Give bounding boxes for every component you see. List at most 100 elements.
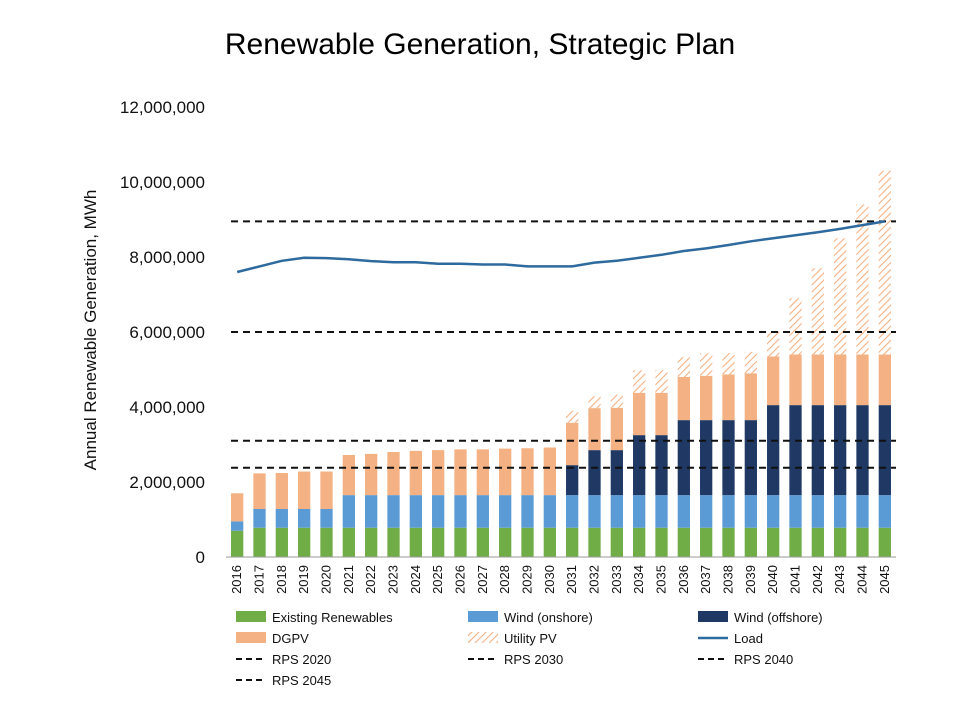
bar-utility-pv-2042 (811, 268, 824, 355)
x-tick-label: 2027 (475, 565, 490, 594)
x-tick-label: 2017 (252, 565, 267, 594)
bar-utility-pv-2039 (744, 351, 757, 374)
bar-wind-onshore-2019 (298, 509, 311, 528)
bar-wind-offshore-2033 (610, 450, 623, 496)
bar-wind-onshore-2030 (543, 495, 556, 528)
x-tick-label: 2026 (453, 565, 468, 594)
bar-dgpv-2037 (700, 375, 713, 421)
bar-wind-offshore-2035 (655, 435, 668, 496)
y-tick-label: 8,000,000 (129, 248, 205, 267)
bar-dgpv-2036 (677, 377, 690, 421)
bar-wind-onshore-2045 (878, 495, 891, 528)
bar-wind-offshore-2044 (856, 405, 869, 496)
load-line-group (236, 220, 886, 274)
bars (231, 170, 891, 557)
legend-label-wind-offshore: Wind (offshore) (734, 610, 823, 625)
bar-wind-onshore-2032 (588, 495, 601, 528)
x-tick-label: 2024 (408, 565, 423, 594)
x-ticks: 2016 2017 2018 2019 2020 2021 2022 2023 2024 2025… (229, 565, 892, 594)
bar-wind-offshore-2036 (677, 420, 690, 496)
bar-wind-onshore-2031 (566, 495, 579, 528)
bar-wind-onshore-2038 (722, 495, 735, 528)
y-tick-label: 12,000,000 (120, 98, 205, 117)
bar-wind-onshore-2020 (320, 509, 333, 528)
x-tick-label: 2019 (296, 565, 311, 594)
legend-label-existing-renewables: Existing Renewables (272, 610, 393, 625)
bar-wind-offshore-2032 (588, 450, 601, 496)
bar-wind-onshore-2025 (432, 495, 445, 528)
bar-wind-onshore-2023 (387, 495, 400, 528)
x-tick-label: 2021 (341, 565, 356, 594)
bar-wind-onshore-2018 (275, 509, 288, 528)
bar-dgpv-2038 (722, 374, 735, 421)
bar-existing-renewables-2039 (744, 527, 757, 557)
bar-dgpv-2041 (789, 354, 802, 406)
y-tick-label: 2,000,000 (129, 473, 205, 492)
x-tick-label: 2039 (743, 565, 758, 594)
bar-existing-renewables-2045 (878, 527, 891, 557)
bar-dgpv-2042 (811, 354, 824, 406)
bar-utility-pv-2044 (856, 204, 869, 355)
legend-label-rps-2030: RPS 2030 (504, 652, 563, 667)
bar-existing-renewables-2031 (566, 527, 579, 557)
bar-wind-onshore-2029 (521, 495, 534, 528)
bar-utility-pv-2033 (610, 394, 623, 408)
bar-dgpv-2017 (253, 473, 266, 509)
x-tick-label: 2029 (520, 565, 535, 594)
load-line (236, 220, 886, 274)
bar-dgpv-2016 (231, 493, 244, 522)
bar-wind-onshore-2036 (677, 495, 690, 528)
bar-wind-onshore-2039 (744, 495, 757, 528)
x-tick-label: 2034 (631, 565, 646, 594)
bar-existing-renewables-2037 (700, 527, 713, 557)
bar-dgpv-2031 (566, 422, 579, 466)
bar-existing-renewables-2041 (789, 527, 802, 557)
y-tick-label: 10,000,000 (120, 173, 205, 192)
x-tick-label: 2030 (542, 565, 557, 594)
chart-title: Renewable Generation, Strategic Plan (224, 28, 736, 61)
legend-swatch-wind-offshore (698, 611, 728, 622)
legend-swatch-wind-onshore (468, 611, 498, 622)
bar-utility-pv-2040 (767, 331, 780, 357)
legend-swatch-existing-renewables (236, 611, 266, 622)
y-ticks: 0 2,000,000 4,000,000 6,000,000 8,000,000 10,… (120, 98, 205, 567)
bar-wind-offshore-2031 (566, 465, 579, 496)
bar-existing-renewables-2036 (677, 527, 690, 557)
y-axis-label: Annual Renewable Generation, MWh (81, 190, 100, 471)
bar-wind-onshore-2035 (655, 495, 668, 528)
x-tick-label: 2016 (229, 565, 244, 594)
bar-dgpv-2029 (521, 448, 534, 496)
bar-existing-renewables-2017 (253, 527, 266, 557)
bar-existing-renewables-2019 (298, 527, 311, 557)
bar-existing-renewables-2032 (588, 527, 601, 557)
bar-dgpv-2025 (432, 450, 445, 496)
x-tick-label: 2025 (430, 565, 445, 594)
bar-wind-offshore-2039 (744, 420, 757, 496)
bar-wind-onshore-2016 (231, 521, 244, 531)
x-tick-label: 2037 (698, 565, 713, 594)
bar-dgpv-2020 (320, 471, 333, 509)
legend-swatch-utility-pv (468, 632, 498, 643)
bar-utility-pv-2041 (789, 298, 802, 355)
bar-utility-pv-2034 (633, 370, 646, 393)
bar-dgpv-2027 (476, 449, 489, 496)
bar-existing-renewables-2043 (834, 527, 847, 557)
x-tick-label: 2022 (363, 565, 378, 594)
x-tick-label: 2020 (319, 565, 334, 594)
y-tick-label: 4,000,000 (129, 398, 205, 417)
legend-label-rps-2020: RPS 2020 (272, 652, 331, 667)
x-tick-label: 2038 (721, 565, 736, 594)
bar-wind-offshore-2041 (789, 405, 802, 496)
bar-wind-onshore-2042 (811, 495, 824, 528)
legend-label-wind-onshore: Wind (onshore) (504, 610, 593, 625)
x-tick-label: 2028 (497, 565, 512, 594)
x-tick-label: 2018 (274, 565, 289, 594)
bar-dgpv-2030 (543, 447, 556, 496)
bar-existing-renewables-2044 (856, 527, 869, 557)
legend-label-utility-pv: Utility PV (504, 631, 557, 646)
bar-existing-renewables-2040 (767, 527, 780, 557)
bar-utility-pv-2037 (700, 353, 713, 376)
legend-swatch-dgpv (236, 632, 266, 643)
bar-wind-offshore-2038 (722, 420, 735, 496)
